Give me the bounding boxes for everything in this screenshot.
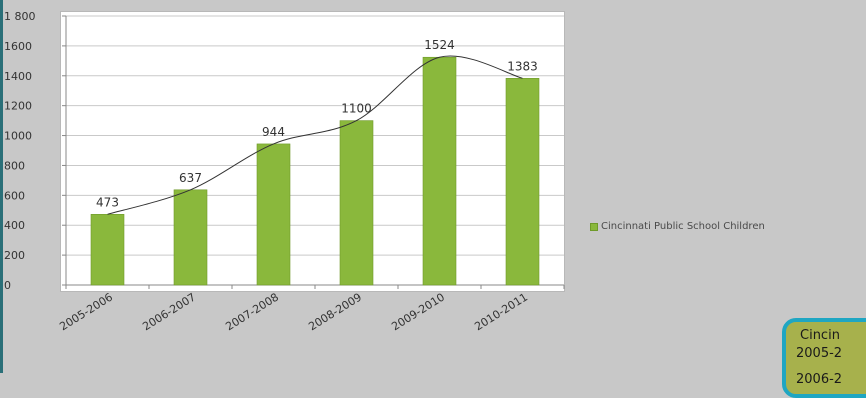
legend-label: Cincinnati Public School Children	[601, 221, 765, 232]
left-edge-border	[0, 0, 3, 373]
x-tick-label: 2008-2009	[306, 291, 364, 334]
y-tick-label: 400	[4, 219, 25, 232]
trendline	[107, 55, 523, 215]
table-row: Cincin	[800, 328, 840, 343]
plot-area	[60, 11, 565, 292]
y-tick-label: 1200	[4, 100, 32, 113]
legend-swatch	[590, 222, 598, 231]
y-tick-label: 0	[4, 279, 11, 292]
x-tick-label: 2010-2011	[472, 291, 530, 334]
y-tick-label: 800	[4, 159, 25, 172]
data-label: 1100	[341, 102, 372, 116]
x-tick-label: 2007-2008	[223, 291, 281, 334]
y-tick-label: 1000	[4, 130, 32, 143]
y-tick-label: 600	[4, 189, 25, 202]
y-tick-label: 200	[4, 249, 25, 262]
bar	[505, 78, 540, 286]
data-label: 1524	[424, 38, 455, 52]
x-tick-label: 2005-2006	[57, 291, 115, 334]
bar-chart: 0 200 400 600 800 1000 1200 1400 1600 1 800 2005-2…	[4, 10, 565, 334]
x-tick-label: 2006-2007	[140, 291, 198, 334]
data-label: 944	[262, 125, 285, 139]
y-tick-label: 1600	[4, 40, 32, 53]
bar	[173, 189, 208, 286]
y-tick-label: 1400	[4, 70, 32, 83]
data-table-snippet: Cincin 2005-2 2006-2	[782, 318, 866, 398]
bar	[90, 214, 125, 286]
table-row: 2006-2	[796, 372, 843, 387]
bar	[256, 143, 291, 286]
bar	[422, 56, 457, 286]
y-tick-label: 1 800	[4, 10, 36, 23]
data-label: 637	[179, 171, 202, 185]
data-label: 1383	[507, 59, 538, 73]
bar	[339, 120, 374, 286]
x-tick-label: 2009-2010	[389, 291, 447, 334]
table-row: 2005-2	[796, 346, 843, 361]
chart-legend: Cincinnati Public School Children	[590, 221, 765, 232]
data-label: 473	[96, 195, 119, 209]
